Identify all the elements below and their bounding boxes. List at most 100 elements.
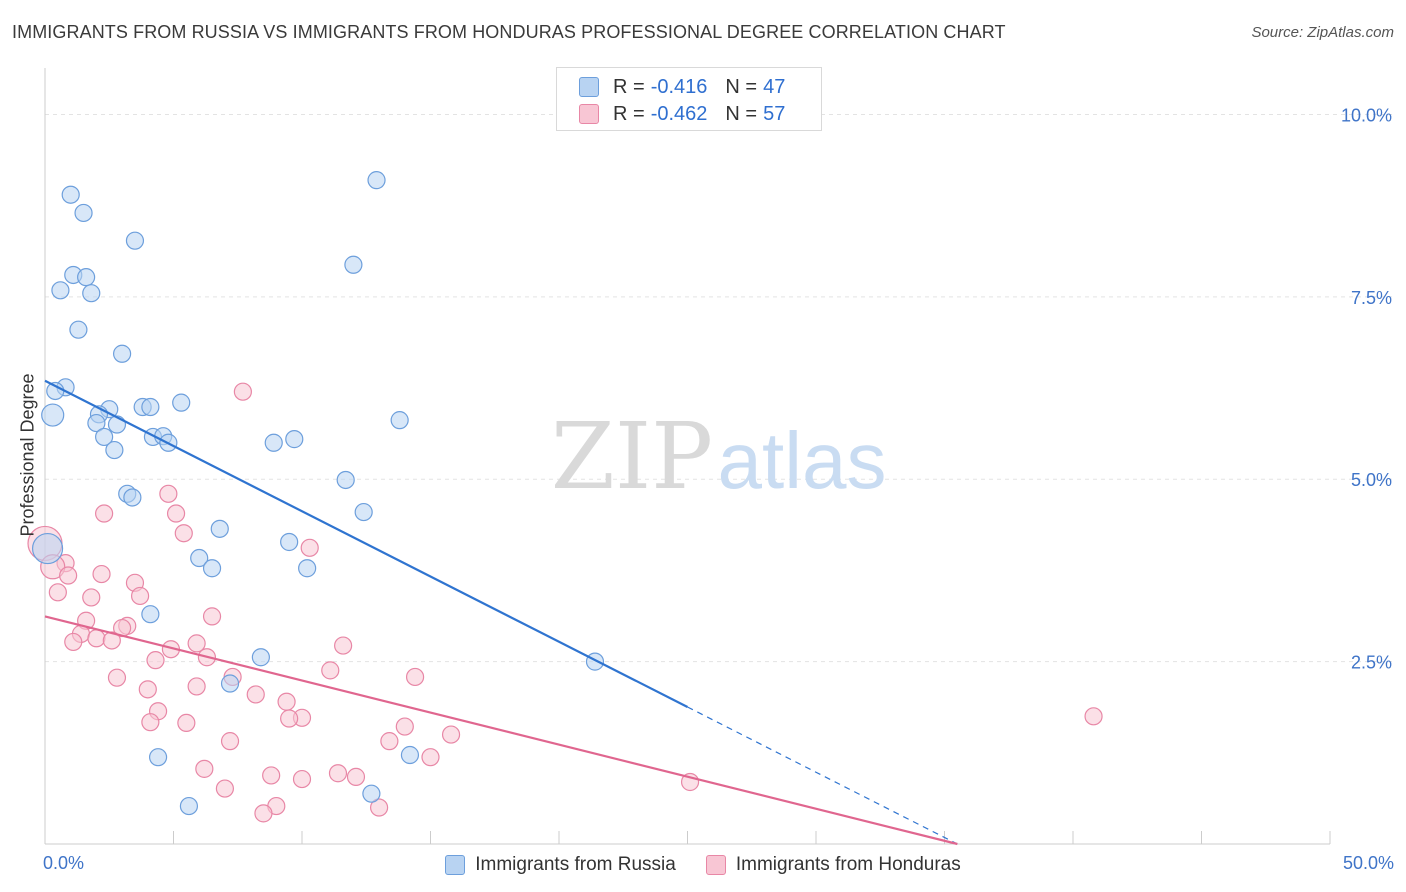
honduras-point <box>334 636 353 655</box>
russia-point <box>41 403 65 427</box>
honduras-point <box>321 661 340 680</box>
russia-point <box>105 440 124 460</box>
honduras-point <box>220 732 240 751</box>
russia-point <box>61 185 80 204</box>
honduras-point <box>59 566 78 585</box>
chart-source: Source: ZipAtlas.com <box>1251 24 1394 41</box>
honduras-point <box>277 692 296 711</box>
russia-point <box>107 415 127 434</box>
n-value: 47 <box>763 75 786 98</box>
russia-legend-swatch <box>445 855 466 875</box>
russia-point <box>298 559 317 578</box>
honduras-legend-swatch <box>705 855 726 875</box>
honduras-point <box>1084 707 1103 726</box>
russia-point <box>31 532 64 565</box>
honduras-point <box>174 524 193 543</box>
y-tick-label: 2.5% <box>1351 653 1392 673</box>
honduras-point <box>138 680 157 699</box>
y-tick-label: 10.0% <box>1341 105 1392 125</box>
legend-item-russia[interactable]: Immigrants from Russia <box>445 852 676 878</box>
honduras-point <box>48 583 67 602</box>
tick-labels: 2.5% 5.0% 7.5% 10.0% 0.0% 50.0% <box>43 105 1394 873</box>
russia-point <box>336 470 355 490</box>
honduras-point <box>405 667 425 687</box>
russia-point <box>172 393 191 412</box>
honduras-point <box>95 504 114 523</box>
russia-point <box>220 674 240 693</box>
russia-point <box>390 411 409 430</box>
honduras-point <box>254 804 273 823</box>
trendlines <box>44 379 958 846</box>
russia-point <box>210 519 229 538</box>
russia-point <box>367 171 386 190</box>
russia-swatch <box>579 77 599 97</box>
legend-label-honduras: Immigrants from Honduras <box>735 854 961 875</box>
russia-point <box>95 427 114 447</box>
series-legend: Immigrants from Russia Immigrants from H… <box>0 852 1406 878</box>
honduras-point <box>92 564 111 584</box>
y-tick-label: 7.5% <box>1351 288 1392 308</box>
honduras-point <box>346 767 366 786</box>
russia-point <box>344 255 363 274</box>
russia-point <box>285 430 304 449</box>
russia-point <box>112 344 132 363</box>
r-value: -0.462 <box>650 102 708 125</box>
stats-legend: R = -0.416 N = 47 R = -0.462 N = 57 <box>556 67 822 131</box>
watermark-atlas: atlas <box>718 416 887 505</box>
honduras-point <box>292 769 312 789</box>
russia-point <box>362 784 381 803</box>
series-russia-points <box>31 171 605 816</box>
honduras-point <box>195 759 214 778</box>
honduras-point <box>380 732 399 751</box>
russia-point <box>202 559 222 578</box>
honduras-point <box>328 764 348 783</box>
russia-point <box>400 745 420 765</box>
honduras-point <box>441 725 461 744</box>
russia-point <box>74 203 93 223</box>
honduras-point <box>187 634 206 653</box>
honduras-point <box>141 713 160 732</box>
n-label: N = <box>725 102 758 125</box>
russia-point <box>125 231 145 250</box>
n-value: 57 <box>763 102 786 125</box>
stats-row-russia: R = -0.416 N = 47 <box>579 75 803 99</box>
honduras-point <box>395 717 414 736</box>
honduras-point <box>202 607 222 626</box>
russia-point <box>354 502 373 522</box>
honduras-point <box>146 651 165 670</box>
russia-trendline-extension <box>687 706 958 845</box>
honduras-point <box>421 748 440 767</box>
honduras-point <box>246 685 265 704</box>
honduras-point <box>233 382 252 401</box>
r-label: R = <box>613 75 645 98</box>
russia-point <box>77 268 96 287</box>
russia-point <box>179 796 199 816</box>
russia-point <box>141 397 160 417</box>
honduras-point <box>370 798 389 817</box>
watermark: ZIP atlas <box>551 403 887 510</box>
r-value: -0.416 <box>650 75 708 98</box>
honduras-point <box>159 484 178 503</box>
russia-point <box>251 648 270 667</box>
honduras-point <box>64 632 83 652</box>
russia-trendline <box>44 379 688 708</box>
russia-point <box>148 748 168 767</box>
r-label: R = <box>613 102 645 125</box>
russia-point <box>82 284 101 303</box>
legend-item-honduras[interactable]: Immigrants from Honduras <box>705 852 961 878</box>
x-tick-label: 0.0% <box>43 853 84 873</box>
legend-label-russia: Immigrants from Russia <box>475 854 676 875</box>
gridlines <box>45 113 1392 663</box>
honduras-point <box>262 766 281 785</box>
russia-point <box>141 605 160 624</box>
russia-point <box>585 652 605 671</box>
honduras-point <box>166 504 186 523</box>
n-label: N = <box>725 75 758 98</box>
axes <box>44 68 1331 845</box>
honduras-point <box>215 779 234 798</box>
honduras-point <box>130 586 150 606</box>
watermark-zip: ZIP <box>551 403 713 510</box>
honduras-point <box>107 668 127 687</box>
stats-row-honduras: R = -0.462 N = 57 <box>579 102 803 126</box>
